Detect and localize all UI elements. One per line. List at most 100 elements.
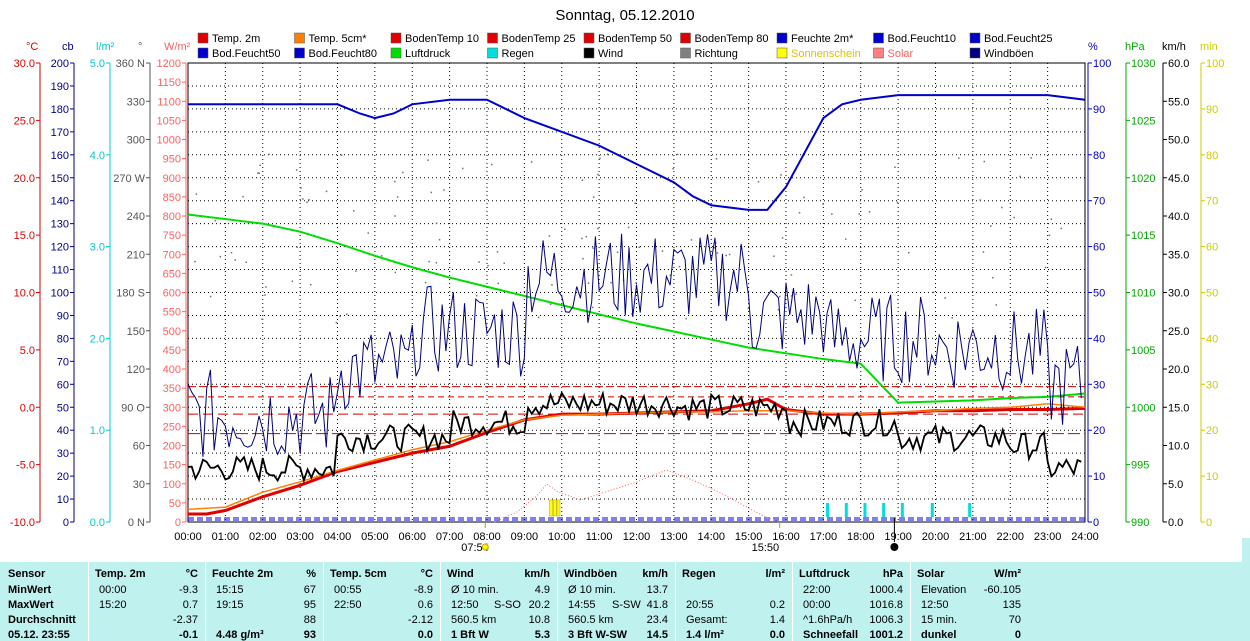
- legend-swatch: [776, 32, 788, 44]
- axis-label-celsius: 0.0: [20, 402, 35, 414]
- axis-label-direction: 90 O: [121, 402, 145, 414]
- x-tick-label: 14:00: [697, 531, 725, 543]
- axis-label-percent: 50: [1093, 288, 1105, 300]
- regen-header: Regen: [682, 568, 716, 580]
- direction-dot: [530, 161, 533, 163]
- wind-r3-label: 560.5 km: [451, 614, 497, 626]
- row-label-current: 05.12. 23:55: [8, 629, 70, 641]
- axis-label-direction: 270 W: [113, 173, 145, 185]
- legend-label: Bod.Feucht80: [309, 48, 378, 60]
- direction-dot: [951, 317, 953, 319]
- direction-dot: [582, 257, 584, 260]
- axis-label-cb: 20: [57, 471, 69, 483]
- axis-label-wm2: 550: [163, 307, 181, 319]
- regen-r3-value: 1.4: [769, 614, 785, 626]
- direction-dot: [990, 225, 992, 227]
- direction-dot: [497, 282, 499, 285]
- direction-dot: [868, 211, 871, 213]
- axis-label-kmh: 0.0: [1168, 517, 1183, 529]
- axis-label-cb: 120: [51, 242, 69, 254]
- direction-dot: [979, 199, 982, 201]
- solar-r4-value: 0: [1014, 629, 1021, 641]
- direction-dot: [897, 298, 899, 301]
- direction-dot: [1001, 206, 1003, 209]
- feuchte-r4-label: 4.48 g/m³: [216, 629, 264, 641]
- direction-dot: [264, 294, 266, 296]
- direction-dot: [778, 295, 781, 298]
- feuchte-r2-value: 95: [303, 599, 316, 611]
- axis-label-celsius: -5.0: [16, 460, 35, 472]
- solar-line: [494, 469, 779, 523]
- direction-dot: [676, 153, 679, 156]
- direction-dot: [606, 153, 609, 156]
- axis-label-wm2: 100: [163, 479, 181, 491]
- axis-label-celsius: 20.0: [14, 173, 35, 185]
- direction-dot: [669, 274, 672, 277]
- legend-label: Temp. 2m: [212, 33, 260, 45]
- axis-label-kmh: 20.0: [1168, 364, 1189, 376]
- direction-dot: [858, 213, 860, 215]
- direction-dot: [585, 235, 588, 238]
- druck-r4-value: 1001.2: [869, 629, 903, 641]
- direction-dot: [435, 262, 438, 264]
- feuchte-r2-label: 19:15: [216, 599, 244, 611]
- axis-label-cb: 190: [51, 81, 69, 93]
- axis-label-min: 0: [1206, 517, 1212, 529]
- solar-column: Solar W/m² Elevation -60.105 12:50 135 15 min.…: [910, 562, 1029, 641]
- direction-dot: [470, 318, 472, 320]
- axis-label-kmh: 50.0: [1168, 135, 1189, 147]
- direction-dot: [844, 238, 847, 240]
- x-tick-label: 22:00: [996, 531, 1024, 543]
- axis-label-cb: 70: [57, 356, 69, 368]
- panel-edge: [1242, 538, 1250, 562]
- axis-label-cb: 150: [51, 173, 69, 185]
- boeen-column: Windböen km/h Ø 10 min. 13.7 14:55 S-SW 41.8 56…: [557, 562, 676, 641]
- rain-bar: [882, 503, 886, 517]
- axis-label-lm2: 0.0: [90, 517, 105, 529]
- temp2m-column: Temp. 2m °C 00:00 -9.3 15:20 0.7 -2.37 -0.1: [88, 562, 206, 641]
- legend-label: Regen: [502, 48, 534, 60]
- axis-label-wm2: 800: [163, 211, 181, 223]
- direction-dot: [1050, 218, 1053, 220]
- direction-dot: [581, 237, 583, 240]
- direction-dot: [430, 191, 433, 194]
- axis-label-wm2: 900: [163, 173, 181, 185]
- x-tick-label: 21:00: [959, 531, 987, 543]
- temp2m-r2-label: 15:20: [99, 599, 127, 611]
- legend-label: Windböen: [984, 48, 1034, 60]
- temp5-column: Temp. 5cm °C 00:55 -8.9 22:50 0.6 -2.12 0.0: [323, 562, 441, 641]
- direction-dot: [725, 254, 727, 257]
- direction-dot: [798, 212, 801, 214]
- direction-dot: [428, 260, 430, 263]
- regen-r3-label: Gesamt:: [686, 614, 728, 626]
- direction-dot: [831, 213, 833, 215]
- axis-label-kmh: 35.0: [1168, 249, 1189, 261]
- axis-label-min: 30: [1206, 379, 1218, 391]
- axis-label-cb: 40: [57, 425, 69, 437]
- direction-dot: [672, 167, 674, 170]
- direction-dot: [661, 250, 664, 252]
- direction-dot: [610, 281, 612, 284]
- direction-dot: [690, 239, 693, 241]
- legend: Temp. 2m Temp. 5cm* BodenTemp 10 BodenTemp …: [197, 32, 1053, 60]
- moon-icon: [890, 543, 899, 551]
- temp5-r3-value: -2.12: [407, 614, 433, 626]
- direction-dot: [944, 297, 946, 299]
- direction-dot: [394, 215, 396, 217]
- axis-label-min: 60: [1206, 242, 1218, 254]
- rain-bar: [844, 503, 848, 517]
- feuchte-r1-label: 15:15: [216, 584, 244, 596]
- direction-dot: [896, 201, 899, 204]
- temp5-r1-label: 00:55: [334, 584, 362, 596]
- regen-r2-label: 20:55: [686, 599, 714, 611]
- direction-dot: [352, 210, 355, 212]
- axis-unit-kmh: km/h: [1162, 41, 1186, 53]
- x-tick-label: 06:00: [398, 531, 426, 543]
- direction-dot: [396, 196, 399, 198]
- legend-swatch: [680, 32, 691, 44]
- boeen-r2-label: 14:55: [568, 599, 596, 611]
- axis-label-hpa: 990: [1131, 517, 1149, 529]
- direction-dot: [803, 196, 805, 199]
- legend-swatch: [294, 47, 305, 59]
